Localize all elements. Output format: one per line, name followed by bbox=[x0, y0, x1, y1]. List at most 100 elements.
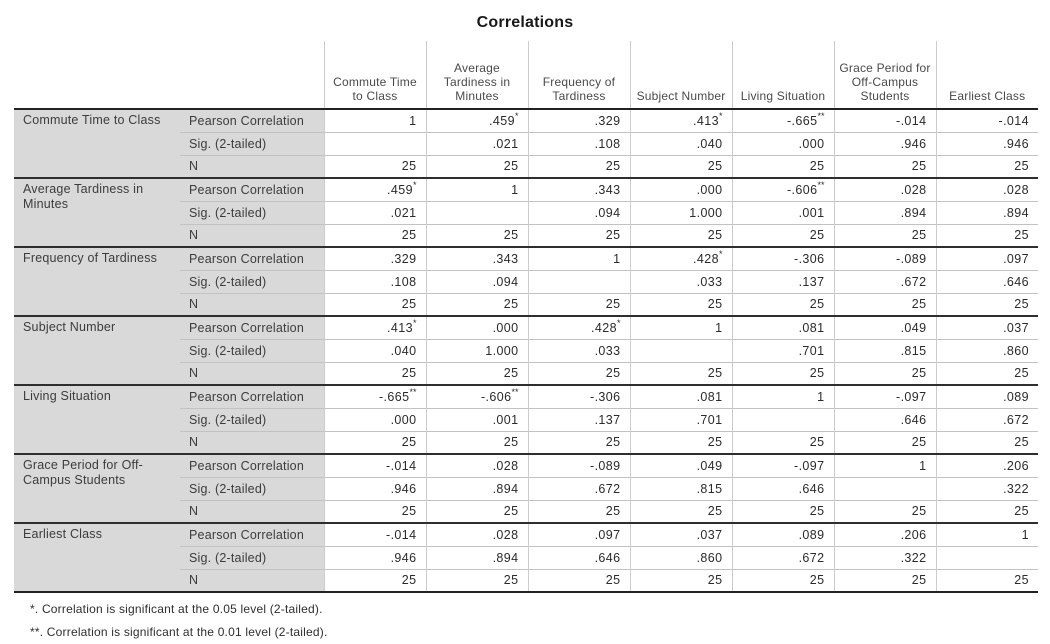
table-row-n: N 25 25 25 25 25 25 25 bbox=[14, 361, 1038, 385]
cell-sig: .894 bbox=[935, 200, 1038, 224]
cell-pearson: .206 bbox=[833, 522, 936, 546]
cell-sig: .108 bbox=[323, 269, 426, 293]
cell-sig: .040 bbox=[629, 131, 732, 155]
cell-n: 25 bbox=[425, 499, 528, 523]
cell-n: 25 bbox=[425, 568, 528, 592]
table-row-n: N 25 25 25 25 25 25 25 bbox=[14, 154, 1038, 178]
stat-label-pearson: Pearson Correlation bbox=[180, 246, 324, 270]
cell-sig: .894 bbox=[833, 200, 936, 224]
cell-sig bbox=[833, 476, 936, 500]
cell-pearson: .037 bbox=[629, 522, 732, 546]
cell-sig: 1.000 bbox=[425, 338, 528, 362]
cell-pearson: .049 bbox=[629, 453, 732, 477]
variable-label: Commute Time to Class bbox=[14, 108, 180, 178]
stat-label-n: N bbox=[180, 430, 324, 454]
cell-pearson: 1 bbox=[425, 177, 528, 201]
column-header-7: Earliest Class bbox=[935, 41, 1038, 110]
cell-n: 25 bbox=[629, 292, 732, 316]
cell-n: 25 bbox=[527, 292, 630, 316]
cell-sig: .894 bbox=[425, 476, 528, 500]
cell-pearson: .037 bbox=[935, 315, 1038, 339]
cell-n: 25 bbox=[323, 499, 426, 523]
cell-sig: .137 bbox=[527, 407, 630, 431]
cell-sig: .646 bbox=[935, 269, 1038, 293]
cell-sig: .894 bbox=[425, 545, 528, 569]
cell-sig: .322 bbox=[935, 476, 1038, 500]
header-corner bbox=[14, 41, 324, 110]
cell-pearson: .000 bbox=[425, 315, 528, 339]
cell-sig: .815 bbox=[629, 476, 732, 500]
significance-marker: * bbox=[412, 179, 417, 190]
table-row-sig: Sig. (2-tailed) .021.094 1.000.001.894.894 bbox=[14, 200, 1038, 224]
column-header-3: Frequency of Tardiness bbox=[527, 41, 630, 110]
cell-sig: .946 bbox=[323, 545, 426, 569]
cell-n: 25 bbox=[833, 223, 936, 247]
cell-sig: .860 bbox=[935, 338, 1038, 362]
cell-n: 25 bbox=[833, 292, 936, 316]
cell-n: 25 bbox=[731, 499, 834, 523]
cell-sig: .646 bbox=[527, 545, 630, 569]
significance-marker: ** bbox=[511, 386, 519, 397]
column-header-2: Average Tardiness in Minutes bbox=[425, 41, 528, 110]
variable-label: Frequency of Tardiness bbox=[14, 246, 180, 316]
cell-n: 25 bbox=[323, 568, 426, 592]
cell-n: 25 bbox=[629, 223, 732, 247]
cell-pearson: 1 bbox=[323, 108, 426, 132]
cell-sig: .815 bbox=[833, 338, 936, 362]
table-row-pearson: Frequency of Tardiness Pearson Correlatio… bbox=[14, 246, 1038, 316]
cell-n: 25 bbox=[425, 361, 528, 385]
table-row-sig: Sig. (2-tailed) .946.894.672.815.646 .322 bbox=[14, 476, 1038, 500]
cell-pearson: -.014 bbox=[833, 108, 936, 132]
cell-pearson: -.014 bbox=[323, 453, 426, 477]
cell-n: 25 bbox=[629, 361, 732, 385]
cell-pearson: .343 bbox=[527, 177, 630, 201]
cell-n: 25 bbox=[425, 430, 528, 454]
cell-n: 25 bbox=[731, 154, 834, 178]
stat-label-pearson: Pearson Correlation bbox=[180, 108, 324, 132]
cell-sig: .672 bbox=[833, 269, 936, 293]
cell-n: 25 bbox=[935, 223, 1038, 247]
cell-n: 25 bbox=[731, 223, 834, 247]
cell-n: 25 bbox=[527, 154, 630, 178]
header-row: Commute Time to Class Average Tardiness i… bbox=[14, 41, 1038, 110]
cell-pearson: -.097 bbox=[833, 384, 936, 408]
cell-pearson: -.089 bbox=[833, 246, 936, 270]
cell-pearson: .089 bbox=[731, 522, 834, 546]
cell-sig: .701 bbox=[731, 338, 834, 362]
cell-pearson: .049 bbox=[833, 315, 936, 339]
cell-pearson: .206 bbox=[935, 453, 1038, 477]
cell-n: 25 bbox=[425, 154, 528, 178]
cell-pearson: .097 bbox=[527, 522, 630, 546]
footnote-significance-01: **. Correlation is significant at the 0.… bbox=[30, 625, 328, 639]
cell-pearson: .028 bbox=[425, 522, 528, 546]
cell-sig: .672 bbox=[935, 407, 1038, 431]
stat-label-n: N bbox=[180, 292, 324, 316]
table-row-sig: Sig. (2-tailed) .108.094 .033.137.672.646 bbox=[14, 269, 1038, 293]
cell-sig: .000 bbox=[731, 131, 834, 155]
stat-label-sig: Sig. (2-tailed) bbox=[180, 131, 324, 155]
cell-n: 25 bbox=[629, 154, 732, 178]
cell-pearson: .413* bbox=[629, 108, 732, 132]
stat-label-pearson: Pearson Correlation bbox=[180, 315, 324, 339]
cell-sig: .672 bbox=[527, 476, 630, 500]
variable-label: Living Situation bbox=[14, 384, 180, 454]
table-row-pearson: Subject Number Pearson Correlation .413* .0… bbox=[14, 315, 1038, 385]
stat-label-sig: Sig. (2-tailed) bbox=[180, 200, 324, 224]
cell-n: 25 bbox=[731, 568, 834, 592]
significance-marker: * bbox=[514, 110, 519, 121]
cell-pearson: -.665** bbox=[731, 108, 834, 132]
cell-pearson: -.606** bbox=[425, 384, 528, 408]
cell-n: 25 bbox=[323, 223, 426, 247]
cell-n: 25 bbox=[935, 361, 1038, 385]
cell-sig: .137 bbox=[731, 269, 834, 293]
cell-sig: .701 bbox=[629, 407, 732, 431]
cell-pearson: .028 bbox=[935, 177, 1038, 201]
significance-marker: * bbox=[718, 110, 723, 121]
footnotes: *. Correlation is significant at the 0.0… bbox=[30, 602, 1050, 639]
cell-sig: .646 bbox=[833, 407, 936, 431]
column-header-5: Living Situation bbox=[731, 41, 834, 110]
cell-pearson: 1 bbox=[731, 384, 834, 408]
cell-sig: .001 bbox=[425, 407, 528, 431]
table-row-sig: Sig. (2-tailed) .021.108.040.000.946.946 bbox=[14, 131, 1038, 155]
cell-sig: .646 bbox=[731, 476, 834, 500]
